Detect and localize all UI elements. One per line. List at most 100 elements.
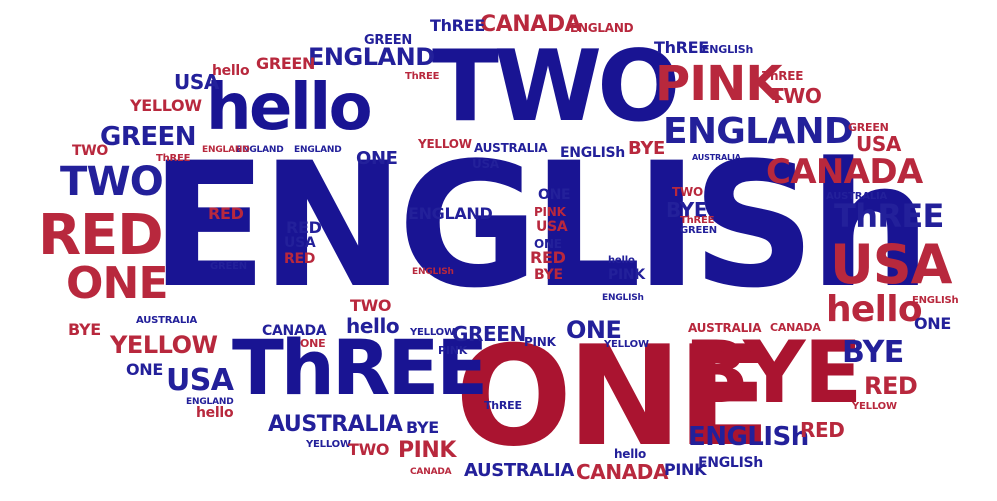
word-two-left: TWO [60,159,164,205]
word-canada-mid: CANADA [262,323,327,339]
word-australia-center: AUSTRALIA [474,141,548,155]
word-hello-left-small: hello [196,405,234,421]
word-red-left: RED [38,203,164,268]
word-green-inner-right: GREEN [680,225,717,236]
word-hello-small-left: hello [212,63,250,79]
word-hello-inner: hello [608,255,635,266]
word-yellow-right: YELLOW [852,401,897,412]
word-two-topright: TWO [770,84,822,108]
word-three-topright: ThREE [654,38,709,57]
word-usa-left: USA [174,70,219,94]
word-one-left-small: ONE [126,360,163,379]
word-two-bottom: TWO [348,440,390,459]
word-red-left-small: RED [286,218,322,237]
word-green-mid: GREEN [452,322,526,346]
word-canada-bottom: CANADA [576,460,669,484]
word-red-inner: RED [530,248,566,267]
word-usa-right: USA [830,233,952,296]
word-pink-inner: PINK [534,205,566,219]
word-three-vertical-left: ThREE [405,71,440,82]
word-england: ENGLAND [663,111,854,152]
word-yellow-top-left: YELLOW [130,96,202,115]
word-english-large: ENGLISh [150,125,931,326]
word-red-right: RED [864,372,918,400]
word-one-large: ONE [455,316,771,477]
word-yellow-left: YELLOW [110,331,218,359]
word-england-small-2: ENGLAND [294,145,342,155]
word-canada: CANADA [766,152,923,192]
word-yellow-small-mid: YELLOW [410,327,455,338]
word-pink-inner-2: PINK [608,267,645,283]
word-bye-large: BYE [684,323,862,423]
word-hello-large: hello [206,71,373,145]
word-england-top: ENGLAND [308,43,435,71]
word-canada-top: CANADA [480,12,582,37]
word-one-mid: ONE [566,316,622,344]
word-england-small-center: ENGLAND [236,145,284,155]
word-england-left-small: ENGLAND [186,397,234,407]
word-one-inner-2: ONE [534,237,562,251]
word-one-right: ONE [914,314,951,333]
word-australia-mid: AUSTRALIA [688,321,762,335]
word-pink-bottom: PINK [398,438,457,463]
word-usa-small-right: USA [856,132,901,156]
word-hello-bottom: hello [614,447,646,461]
word-australia-left: AUSTRALIA [136,315,198,326]
word-pink-mid: PINK [524,335,556,349]
word-yellow-mid: YELLOW [604,339,649,350]
word-yellow-center-top: YELLOW [418,137,472,151]
word-australia-right: AUSTRALIA [826,191,888,202]
word-two-inner: TWO [672,185,703,199]
word-usa-inner: USA [536,219,568,235]
word-green-left: GREEN [100,122,197,152]
word-green-top: GREEN [364,33,413,48]
word-two-small-left: TWO [72,143,109,159]
word-bye-left: BYE [68,320,101,339]
word-australia-bottom: AUSTRALIA [268,412,403,437]
word-three-small-left: ThREE [156,153,191,164]
word-one-center: ONE [356,148,398,169]
word-bye-right: BYE [842,335,904,370]
word-usa-center: USA [472,157,499,171]
word-one-left: ONE [66,258,169,309]
word-three-right: ThREE [834,197,944,235]
word-hello-right: hello [826,289,923,330]
word-english-center: ENGLISh [560,145,625,161]
word-two-mid: TWO [350,296,392,315]
word-bye-bottom: BYE [406,418,439,437]
word-usa-left-small: USA [284,235,316,251]
word-english-inner: ENGLISh [602,293,644,303]
word-pink-bottom-right: PINK [664,460,707,479]
word-one-inner: ONE [538,187,571,203]
word-two-large: TWO [432,30,680,144]
word-england-small-3: ENGLAND [202,145,250,155]
word-england-top-small: ENGLAND [570,21,634,35]
word-english-tiny-center: ENGLISh [412,267,454,277]
word-pink: PINK [655,56,783,112]
word-green-left-small: GREEN [210,261,247,272]
word-yellow-bottom: YELLOW [306,439,351,450]
word-green-top-red: GREEN [256,54,316,73]
word-bye-inner-right: BYE [666,198,708,222]
word-english-bottom-small: ENGLISh [698,455,763,471]
word-bye-center: BYE [628,138,665,159]
word-australia-bottom-mid: AUSTRALIA [464,460,574,481]
word-three-large: ThREE [232,323,488,412]
word-australia-small: AUSTRALIA [692,153,741,162]
word-green-right: GREEN [848,121,889,134]
word-three-pink-right: ThREE [762,69,804,83]
word-english-right: ENGLISh [912,295,959,306]
word-english-bottom-right: ENGLISh [688,422,809,452]
word-english-topright: ENGLISh [702,43,754,56]
word-red-left-small-2: RED [284,251,316,267]
word-hello-mid: hello [346,314,400,338]
word-three-top: ThREE [430,16,485,35]
word-canada-bottom-small: CANADA [410,467,452,477]
word-canada-right: CANADA [770,321,821,334]
word-pink-small: PINK [438,344,468,357]
word-england-inner: ENGLAND [408,204,493,223]
word-one-mid-small: ONE [300,337,326,350]
word-red-mid-left: RED [208,204,244,223]
word-bye-inner: BYE [534,267,563,283]
